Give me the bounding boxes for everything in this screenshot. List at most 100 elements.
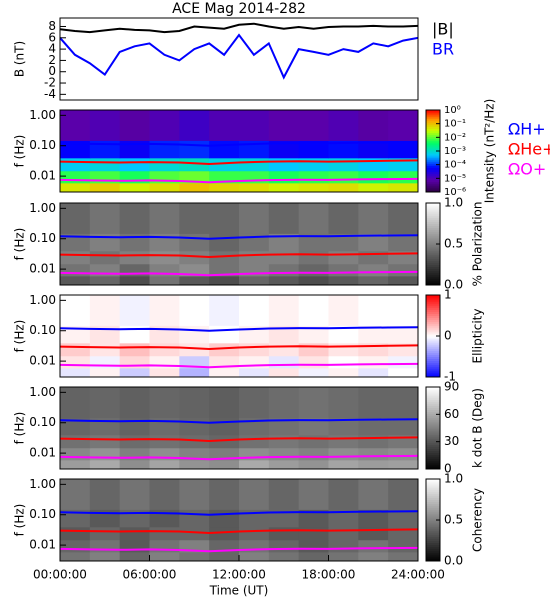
colorbar-swatch (426, 239, 440, 243)
colorbar-swatch (426, 187, 440, 191)
heatmap-cell (358, 447, 389, 461)
heatmap-cell (239, 479, 270, 510)
colorbar-swatch (426, 132, 440, 136)
heatmap-cell (358, 417, 389, 436)
heatmap-cell (388, 170, 418, 184)
colorbar-swatch (426, 134, 440, 138)
colorbar-swatch (426, 124, 440, 127)
heatmap-cell (89, 434, 121, 449)
heatmap-cell (179, 387, 210, 418)
heatmap-cell (358, 526, 389, 541)
colorbar-swatch (426, 148, 440, 152)
heatmap-cell (60, 182, 91, 192)
colorbar-swatch (426, 189, 440, 193)
legend-entry: ΩHe+ (508, 140, 550, 159)
colorbar-swatch (426, 215, 440, 218)
colorbar-swatch (426, 305, 440, 308)
colorbar-tick-label: 0.5 (444, 513, 463, 527)
heatmap-cell (328, 170, 359, 184)
heatmap-cell (239, 110, 270, 141)
colorbar-tick-label: -1 (444, 370, 456, 384)
colorbar-swatch (426, 262, 440, 265)
heatmap-cell (268, 367, 300, 377)
colorbar-swatch (426, 227, 440, 231)
heatmap-cell (358, 509, 389, 528)
colorbar-swatch (426, 511, 440, 515)
heatmap-cell (60, 434, 91, 449)
series-line (60, 177, 418, 184)
heatmap-cell (298, 263, 329, 277)
colorbar-tick-label: 90 (444, 380, 459, 394)
colorbar-swatch (426, 155, 440, 158)
heatmap-cell (209, 182, 240, 192)
colorbar-swatch (426, 505, 440, 509)
heatmap-cell (358, 170, 389, 184)
y-tick-label: -2 (44, 76, 56, 90)
colorbar-swatch (426, 358, 440, 362)
colorbar-swatch (426, 491, 440, 494)
heatmap-cell (239, 295, 270, 326)
heatmap-cell (328, 263, 359, 277)
heatmap-cell (268, 479, 300, 510)
heatmap-cell (209, 275, 240, 285)
heatmap-cell (209, 539, 240, 553)
series-line (60, 418, 418, 424)
heatmap-cell (89, 295, 121, 326)
heatmap-cell (358, 342, 389, 357)
heatmap-cell (388, 367, 418, 377)
heatmap-cell (119, 295, 150, 326)
heatmap-cell (298, 539, 329, 553)
heatmap-cell (328, 203, 359, 234)
heatmap-cell (358, 459, 389, 469)
colorbar-swatch (426, 171, 440, 175)
series-line (60, 234, 418, 240)
colorbar-swatch (426, 464, 440, 468)
colorbar-swatch (426, 325, 440, 329)
colorbar-swatch (426, 352, 440, 355)
heatmap-cell (119, 479, 150, 510)
colorbar-frame (425, 386, 441, 470)
colorbar-swatch (426, 393, 440, 396)
heatmap-cell (358, 263, 389, 277)
y-tick-label: 0.01 (29, 538, 56, 552)
heatmap-cell (298, 295, 329, 326)
heatmap-cell (268, 157, 300, 172)
heatmap-cell (179, 325, 210, 344)
heatmap-cell (179, 295, 210, 326)
colorbar-tick-label: 30 (444, 434, 459, 448)
colorbar-swatch (426, 513, 440, 517)
heatmap-cell (358, 325, 389, 344)
heatmap-cell (209, 170, 240, 184)
colorbar-swatch (426, 203, 440, 206)
colorbar-swatch (426, 458, 440, 462)
heatmap-cell (119, 434, 150, 449)
colorbar-swatch (426, 411, 440, 415)
heatmap-cell (239, 367, 270, 377)
colorbar-swatch (426, 254, 440, 257)
heatmap-cell (60, 295, 91, 326)
colorbar-swatch (426, 415, 440, 419)
colorbar-tick-label: 10⁻¹ (444, 119, 466, 130)
heatmap-cell (328, 417, 359, 436)
heatmap-cell (89, 459, 121, 469)
colorbar-swatch (426, 368, 440, 372)
heatmap-cell (149, 275, 180, 285)
y-tick-label: 0.10 (29, 138, 56, 152)
colorbar-swatch (426, 159, 440, 162)
heatmap-cell (388, 110, 418, 141)
heatmap-cell (60, 355, 91, 369)
colorbar-swatch (426, 221, 440, 224)
heatmap-cell (268, 526, 300, 541)
x-tick-label: 06:00:00 (123, 568, 177, 582)
colorbar-swatch (426, 179, 440, 183)
colorbar-swatch (426, 126, 440, 129)
heatmap-cell (298, 233, 329, 252)
series-line (60, 510, 418, 516)
colorbar-swatch (426, 153, 440, 156)
colorbar-swatch (426, 409, 440, 413)
colorbar-swatch (426, 509, 440, 513)
heatmap-cell (298, 509, 329, 528)
colorbar-swatch (426, 460, 440, 464)
colorbar-swatch (426, 442, 440, 445)
colorbar-swatch (426, 110, 440, 113)
